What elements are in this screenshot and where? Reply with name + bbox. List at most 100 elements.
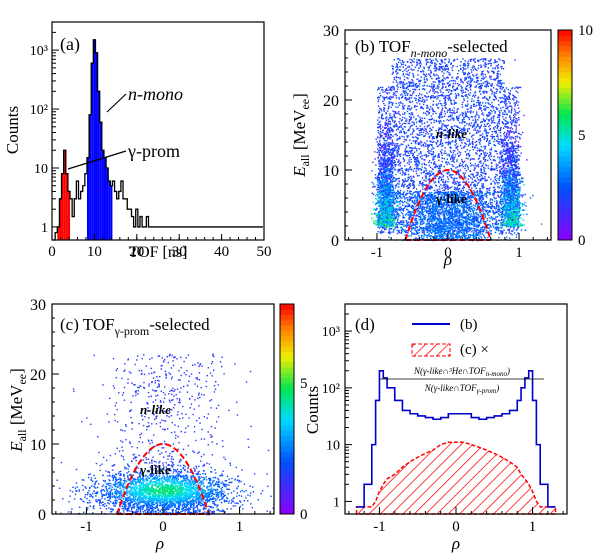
panel-point xyxy=(476,228,478,230)
panel-point xyxy=(457,227,460,229)
panel-point xyxy=(498,80,500,83)
panel-point xyxy=(515,125,518,127)
panel-point xyxy=(451,126,453,128)
panel-point xyxy=(431,61,434,64)
panel-point xyxy=(511,128,514,130)
panel-point xyxy=(384,193,386,195)
panel-point xyxy=(486,123,488,125)
panel-point xyxy=(482,208,484,210)
panel-point xyxy=(380,213,382,215)
panel-point xyxy=(515,200,517,202)
panel-point xyxy=(514,194,517,197)
panel-point xyxy=(480,196,482,198)
panel-point xyxy=(406,223,409,225)
panel-point xyxy=(462,205,464,208)
panel-point xyxy=(381,191,383,193)
panel-point xyxy=(381,172,383,175)
panel-point xyxy=(511,178,514,180)
panel-point xyxy=(412,152,414,155)
panel-point xyxy=(482,220,484,222)
panel-point xyxy=(409,166,412,168)
panel-point xyxy=(463,68,465,70)
panel-point xyxy=(378,143,381,146)
panel-point xyxy=(490,182,492,184)
panel-point xyxy=(499,162,501,164)
panel-point xyxy=(433,203,436,205)
panel-point xyxy=(503,190,505,192)
panel-point xyxy=(447,223,450,225)
panel-point xyxy=(506,219,508,222)
panel-point xyxy=(454,101,456,104)
panel-point xyxy=(420,216,422,219)
panel-point xyxy=(401,184,403,186)
panel-point xyxy=(431,153,433,155)
panel-point xyxy=(402,143,404,146)
panel-point xyxy=(465,88,467,91)
panel-point xyxy=(471,181,473,184)
panel-point xyxy=(439,236,442,239)
panel-point xyxy=(409,152,412,154)
panel-point xyxy=(461,235,463,237)
panel-point xyxy=(372,193,375,196)
panel-point xyxy=(469,213,471,216)
panel-point xyxy=(451,238,453,240)
panel-point xyxy=(418,148,421,150)
panel-point xyxy=(497,219,500,222)
panel-point xyxy=(401,84,404,86)
panel-a-bin-fill xyxy=(67,191,71,240)
panel-point xyxy=(491,101,493,104)
panel-point xyxy=(382,167,385,170)
panel-point xyxy=(383,154,385,156)
panel-point xyxy=(478,231,481,233)
panel-point xyxy=(415,166,418,168)
panel-point xyxy=(404,178,406,180)
panel-point xyxy=(385,181,387,183)
panel-point xyxy=(372,219,375,222)
panel-point xyxy=(513,201,515,203)
panel-point xyxy=(398,58,400,60)
panel-point xyxy=(454,181,457,183)
panel-point xyxy=(488,205,491,208)
panel-point xyxy=(514,87,516,90)
panel-point xyxy=(433,213,436,215)
panel-a-xtick-label: 20 xyxy=(129,244,144,260)
panel-point xyxy=(503,62,505,64)
panel-point xyxy=(511,161,513,163)
panel-point xyxy=(408,116,411,118)
panel-point xyxy=(438,181,440,184)
panel-point xyxy=(507,181,509,183)
panel-point xyxy=(467,178,470,181)
panel-point xyxy=(513,102,516,104)
panel-point xyxy=(468,188,471,191)
panel-point xyxy=(385,204,387,207)
panel-point xyxy=(439,203,441,206)
panel-point xyxy=(488,223,491,226)
panel-point xyxy=(471,126,474,129)
panel-point xyxy=(423,117,426,120)
panel-point xyxy=(464,232,466,235)
panel-point xyxy=(404,150,406,152)
panel-point xyxy=(389,158,391,161)
panel-point xyxy=(394,110,397,113)
panel-point xyxy=(490,75,492,78)
panel-point xyxy=(511,174,514,176)
panel-point xyxy=(484,63,487,65)
panel-point xyxy=(446,234,448,236)
panel-point xyxy=(435,112,437,115)
panel-point xyxy=(518,158,520,160)
panel-point xyxy=(479,200,482,203)
panel-point xyxy=(378,146,381,149)
panel-point xyxy=(377,99,380,101)
panel-point xyxy=(513,182,516,184)
panel-point xyxy=(390,204,392,206)
panel-point xyxy=(410,225,413,228)
panel-point xyxy=(408,218,410,220)
panel-point xyxy=(462,63,465,65)
panel-point xyxy=(457,93,459,95)
panel-point xyxy=(480,190,483,192)
panel-point xyxy=(410,142,413,145)
panel-point xyxy=(397,83,399,85)
panel-point xyxy=(419,116,421,119)
panel-point xyxy=(455,211,457,213)
panel-point xyxy=(503,219,505,221)
